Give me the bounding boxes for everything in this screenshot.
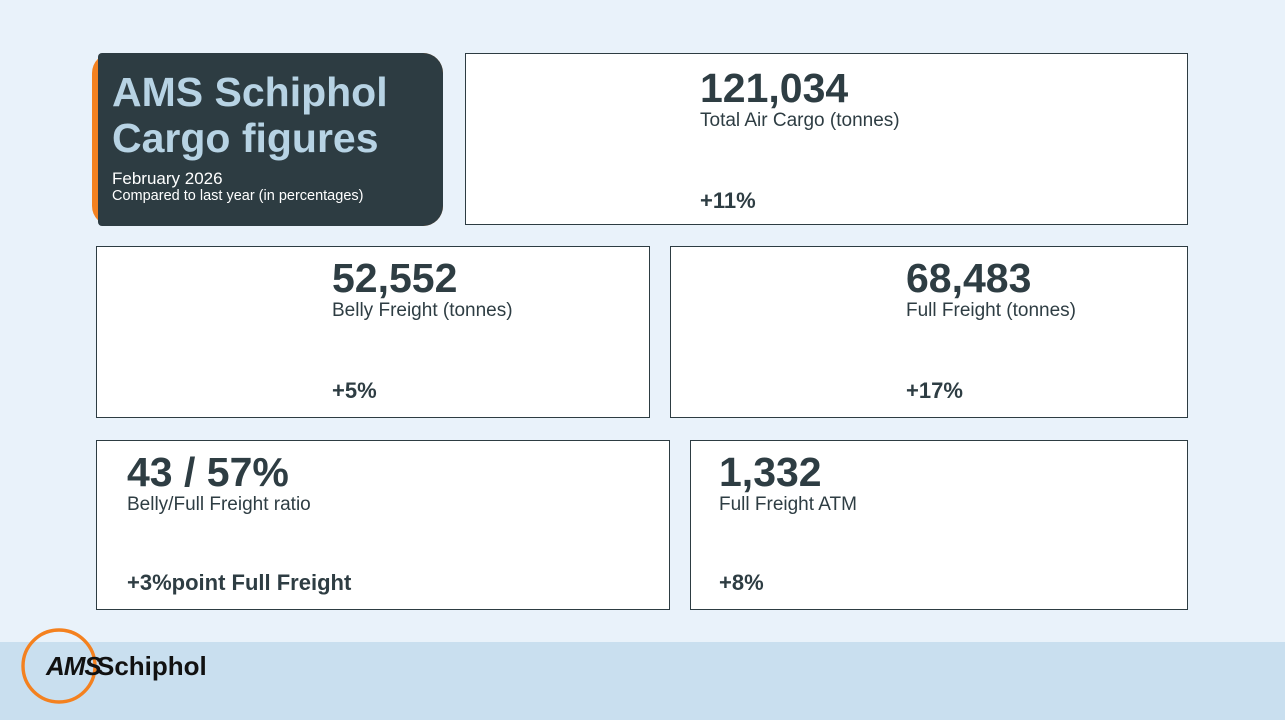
svg-text:Schiphol: Schiphol xyxy=(97,651,207,681)
svg-text:AMS: AMS xyxy=(45,651,102,681)
